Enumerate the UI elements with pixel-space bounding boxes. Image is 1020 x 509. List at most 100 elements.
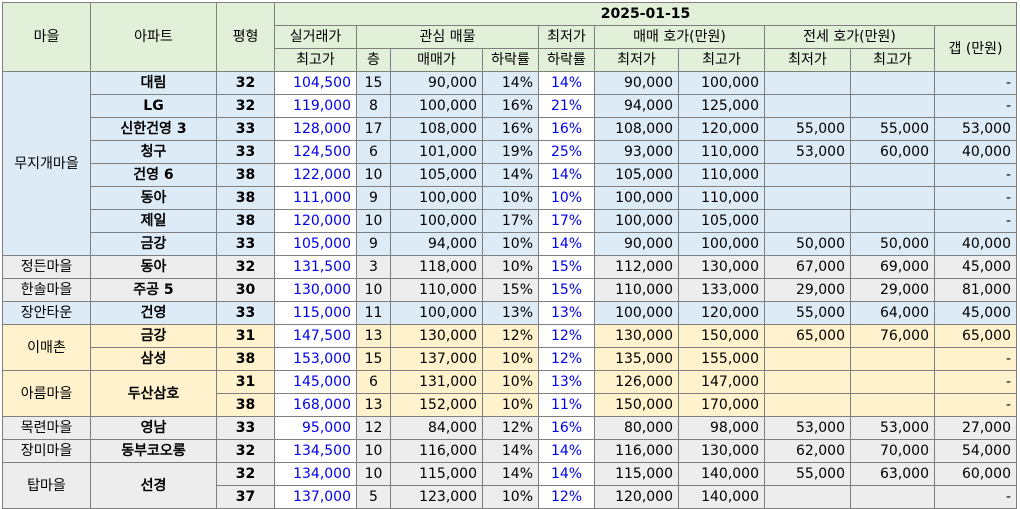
table-row: 건영 6 38 122,000 10 105,000 14% 14% 105,000 110,0… [2,163,1017,187]
cell-price: 110,000 [390,278,483,302]
table-row: 신한건영 3 33 128,000 17 108,000 16% 16% 108,000 120… [2,117,1017,141]
cell-drop: 15% [482,278,539,302]
cell-price: 152,000 [390,393,483,417]
cell-lease-min [764,370,851,394]
cell-lease-max [850,370,935,394]
cell-village: 한솔마을 [2,278,91,302]
cell-drop: 10% [482,393,539,417]
cell-actual-top: 147,500 [274,324,357,348]
cell-pyeong: 32 [216,94,275,118]
cell-sale-max: 110,000 [678,163,765,187]
cell-gap: - [934,393,1017,417]
header-actual-top-2: 최고가 [274,48,357,72]
cell-gap: - [934,94,1017,118]
table-row: 삼성 38 153,000 15 137,000 10% 12% 135,000 155,000… [2,347,1017,371]
cell-lowest-drop: 10% [538,186,595,210]
cell-actual-top: 153,000 [274,347,357,371]
cell-lease-min: 53,000 [764,416,851,440]
cell-lease-max [850,186,935,210]
cell-sale-max: 140,000 [678,462,765,486]
cell-sale-min: 80,000 [594,416,679,440]
cell-sale-min: 130,000 [594,324,679,348]
cell-pyeong: 32 [216,71,275,95]
cell-sale-max: 147,000 [678,370,765,394]
cell-lease-min: 67,000 [764,255,851,279]
cell-actual-top: 131,500 [274,255,357,279]
cell-pyeong: 33 [216,117,275,141]
cell-floor: 6 [356,140,391,164]
cell-actual-top: 137,000 [274,485,357,509]
cell-lease-max [850,393,935,417]
cell-floor: 11 [356,301,391,325]
cell-lowest-drop: 11% [538,393,595,417]
cell-pyeong: 31 [216,324,275,348]
cell-drop: 10% [482,485,539,509]
cell-lowest-drop: 14% [538,232,595,256]
cell-sale-min: 90,000 [594,232,679,256]
table-row: 무지개마을 대림 32 104,500 15 90,000 14% 14% 90,000 100,… [2,71,1017,256]
header-actual-top-1: 실거래가 [274,25,357,49]
table-row: 청구 33 124,500 6 101,000 19% 25% 93,000 110,000 53… [2,140,1017,164]
cell-apartment: 영남 [90,416,217,440]
cell-apartment: 선경 [90,462,217,509]
header-lease-max: 최고가 [850,48,935,72]
cell-apartment: 건영 [90,301,217,325]
cell-sale-max: 140,000 [678,485,765,509]
cell-drop: 10% [482,186,539,210]
cell-floor: 8 [356,94,391,118]
cell-floor: 10 [356,462,391,486]
cell-lease-min: 53,000 [764,140,851,164]
cell-lowest-drop: 16% [538,117,595,141]
cell-lease-min [764,186,851,210]
cell-sale-min: 93,000 [594,140,679,164]
cell-apartment: 청구 [90,140,217,164]
cell-sale-max: 125,000 [678,94,765,118]
cell-floor: 15 [356,347,391,371]
cell-sale-max: 120,000 [678,117,765,141]
cell-actual-top: 122,000 [274,163,357,187]
header-floor: 층 [356,48,391,72]
cell-lowest-drop: 16% [538,416,595,440]
cell-price: 84,000 [390,416,483,440]
cell-floor: 15 [356,71,391,95]
cell-gap: - [934,370,1017,394]
cell-price: 100,000 [390,186,483,210]
cell-pyeong: 38 [216,186,275,210]
cell-drop: 12% [482,416,539,440]
cell-gap: - [934,186,1017,210]
cell-apartment: 주공 5 [90,278,217,302]
cell-sale-min: 108,000 [594,117,679,141]
cell-lease-max [850,94,935,118]
cell-lowest-drop: 14% [538,163,595,187]
cell-lease-max: 69,000 [850,255,935,279]
cell-apartment: 건영 6 [90,163,217,187]
cell-floor: 5 [356,485,391,509]
cell-pyeong: 33 [216,416,275,440]
cell-actual-top: 134,000 [274,462,357,486]
cell-lease-max: 55,000 [850,117,935,141]
cell-actual-top: 95,000 [274,416,357,440]
cell-floor: 10 [356,209,391,233]
cell-floor: 17 [356,117,391,141]
cell-sale-max: 155,000 [678,347,765,371]
cell-lease-min [764,347,851,371]
header-date: 2025-01-15 [274,2,1017,26]
table-row: 동아 38 111,000 9 100,000 10% 10% 100,000 110,000- [2,186,1017,210]
cell-lease-max: 64,000 [850,301,935,325]
cell-village: 탑마을 [2,462,91,509]
cell-lease-max [850,71,935,95]
cell-drop: 16% [482,94,539,118]
table-row: 아름마을 두산삼호 31 145,000 6 131,000 10% 13% 126,000 14… [2,370,1017,417]
cell-price: 123,000 [390,485,483,509]
cell-lease-min [764,393,851,417]
cell-floor: 10 [356,439,391,463]
cell-apartment: 제일 [90,209,217,233]
cell-pyeong: 31 [216,370,275,394]
cell-pyeong: 37 [216,485,275,509]
cell-gap: 40,000 [934,232,1017,256]
cell-apartment: 금강 [90,324,217,348]
cell-apartment: 신한건영 3 [90,117,217,141]
cell-village: 이매촌 [2,324,91,371]
cell-price: 100,000 [390,301,483,325]
